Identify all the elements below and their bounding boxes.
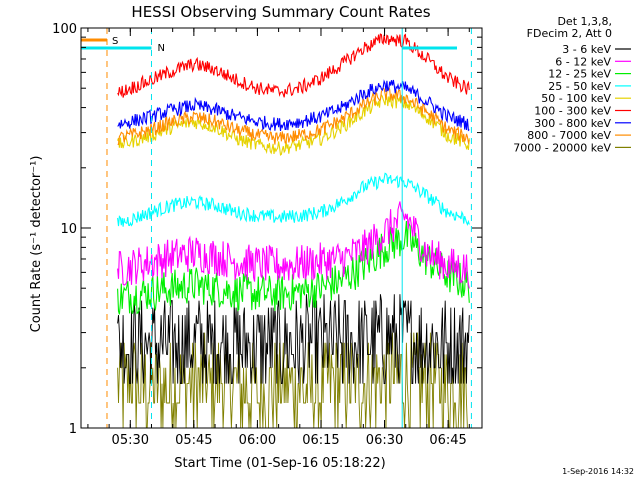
plot-area: SN — [81, 28, 472, 428]
x-tick-label-2: 06:00 — [239, 433, 276, 448]
chart-title: HESSI Observing Summary Count Rates — [131, 3, 430, 21]
legend-entry-label-8: 7000 - 20000 keV — [513, 141, 611, 154]
y-tick-label-0: 1 — [69, 422, 77, 437]
legend-entry-label-0: 3 - 6 keV — [562, 43, 611, 56]
series-line-800-7000-kev — [117, 87, 470, 146]
night-label: N — [157, 43, 164, 54]
footer-stamp: 1-Sep-2016 14:32 — [562, 467, 634, 476]
x-tick-label-4: 06:30 — [366, 433, 403, 448]
legend-entry-label-2: 12 - 25 keV — [548, 68, 611, 81]
series-line-7000-20000-kev — [117, 332, 470, 428]
legend-header-1: FDecim 2, Att 0 — [527, 27, 612, 40]
y-tick-label-1: 10 — [60, 222, 77, 237]
legend-entry-label-1: 6 - 12 keV — [555, 55, 611, 68]
x-tick-label-3: 06:15 — [302, 433, 339, 448]
series-line-12-25-kev — [117, 220, 470, 315]
y-tick-label-2: 100 — [52, 22, 77, 37]
y-axis-label: Count Rate (s⁻¹ detector⁻¹) — [29, 156, 44, 333]
series-line-3-6-kev — [117, 294, 470, 385]
x-tick-label-5: 06:45 — [429, 433, 466, 448]
x-axis: 05:30 05:45 06:00 06:15 06:30 06:45 — [87, 28, 470, 448]
legend-entry-label-5: 100 - 300 keV — [534, 105, 611, 118]
series-line-100-300-kev — [117, 33, 470, 98]
x-axis-label: Start Time (01-Sep-16 05:18:22) — [174, 456, 385, 471]
x-tick-label-0: 05:30 — [112, 433, 149, 448]
legend-header-0: Det 1,3,8, — [557, 15, 612, 28]
series-line-300-800-kev — [117, 79, 470, 132]
legend-entry-label-6: 300 - 800 keV — [534, 117, 611, 130]
legend-entry-label-4: 50 - 100 keV — [541, 92, 611, 105]
legend-entry-label-3: 25 - 50 keV — [548, 80, 611, 93]
series-line-50-100-kev — [117, 93, 470, 156]
marker-layer: SN — [81, 28, 472, 428]
series-line-6-12-kev — [117, 201, 470, 289]
saa-label: S — [112, 36, 118, 47]
x-tick-label-1: 05:45 — [175, 433, 212, 448]
series-layer — [117, 33, 470, 428]
legend-entry-label-7: 800 - 7000 keV — [527, 129, 611, 142]
series-line-25-50-kev — [117, 172, 470, 227]
y-axis: 1 10 100 — [52, 22, 482, 437]
